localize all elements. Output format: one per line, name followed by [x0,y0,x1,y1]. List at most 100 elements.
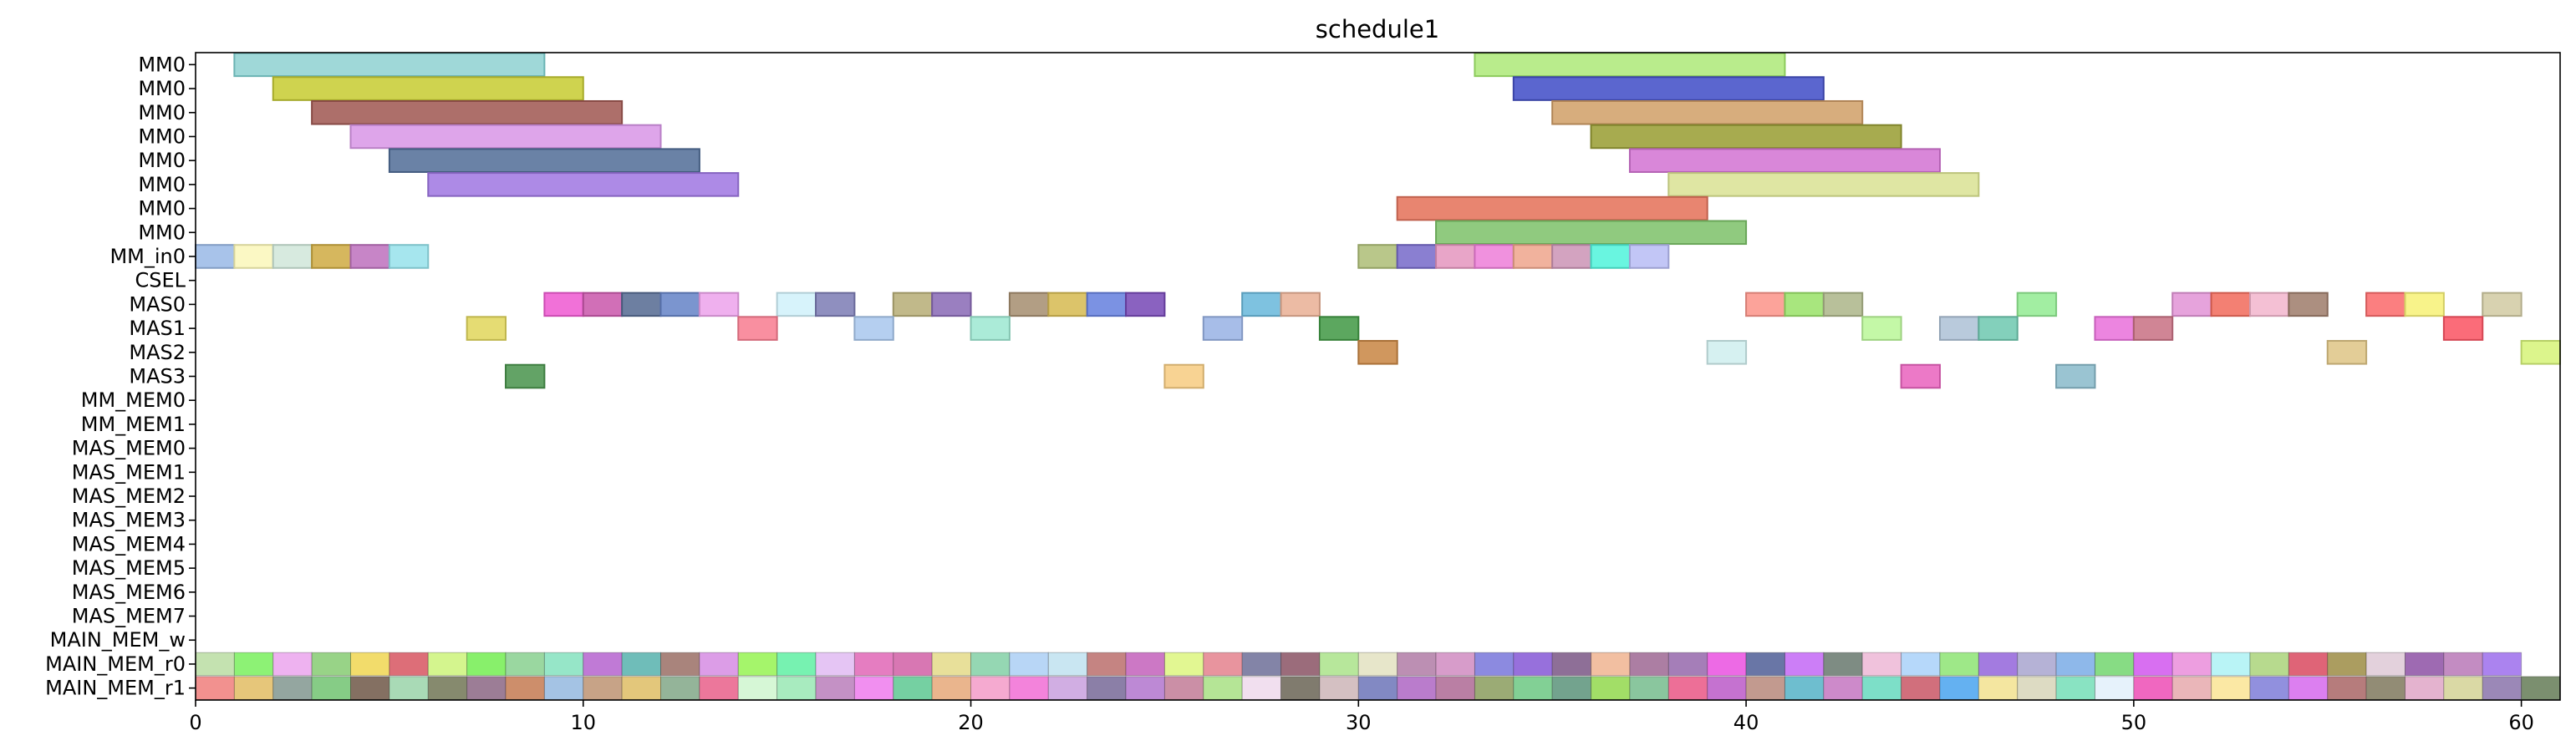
task-bar-mm-in0-27 [1628,244,1670,269]
y-tick-label-25: MAIN_MEM_r0 [45,652,186,676]
main-mem-r0-slot-10 [583,652,623,677]
task-bar-mm0-11 [1667,172,1980,197]
y-tick-label-14: MM_MEM0 [81,388,186,412]
task-bar-mas0-41 [1241,292,1282,317]
task-bar-mas1-60 [1861,316,1902,341]
main-mem-r1-slot-11 [621,676,662,700]
task-bar-mm-in0-15 [233,244,274,269]
task-bar-mm-in0-17 [311,244,352,269]
main-mem-r1-slot-12 [660,676,700,700]
x-tick-label-6: 60 [2508,711,2534,734]
x-tick-label-3: 30 [1346,711,1372,734]
plot-frame [195,52,2561,701]
main-mem-r0-slot-47 [2017,652,2057,677]
task-bar-mas1-65 [2442,316,2484,341]
task-bar-mas0-28 [543,292,584,317]
main-mem-r0-slot-19 [931,652,972,677]
main-mem-r0-slot-51 [2171,652,2212,677]
main-mem-r0-slot-9 [543,652,584,677]
task-bar-mas0-43 [1745,292,1786,317]
y-tick-label-4: MM0 [138,149,186,172]
main-mem-r1-slot-35 [1551,676,1592,700]
task-bar-mas0-33 [776,292,817,317]
y-tick-label-24: MAIN_MEM_w [50,628,186,652]
main-mem-r1-slot-6 [427,676,468,700]
main-mem-r1-slot-18 [893,676,933,700]
main-mem-r0-slot-21 [1009,652,1049,677]
task-bar-mm0-7 [1590,124,1902,150]
task-bar-mm-in0-24 [1512,244,1554,269]
main-mem-r1-slot-38 [1667,676,1708,700]
main-mem-r0-slot-59 [2482,652,2523,677]
main-mem-r0-slot-1 [233,652,274,677]
task-bar-mas0-51 [2365,292,2406,317]
y-tick-label-8: MM_in0 [109,245,186,268]
main-mem-r0-slot-57 [2404,652,2445,677]
main-mem-r0-slot-6 [427,652,468,677]
main-mem-r1-slot-13 [699,676,739,700]
main-mem-r1-slot-31 [1397,676,1437,700]
task-bar-mas1-61 [1938,316,1980,341]
main-mem-r0-slot-40 [1745,652,1785,677]
main-mem-r0-slot-17 [853,652,894,677]
main-mem-r0-slot-27 [1241,652,1282,677]
y-tick-label-22: MAS_MEM6 [72,581,186,604]
task-bar-mas0-52 [2404,292,2445,317]
task-bar-mm0-12 [1396,195,1708,221]
main-mem-r1-slot-10 [583,676,623,700]
task-bar-mas0-37 [1008,292,1050,317]
y-tick-label-2: MM0 [138,101,186,124]
main-mem-r0-slot-39 [1707,652,1747,677]
y-tick-label-26: MAIN_MEM_r1 [45,677,186,700]
task-bar-mas0-32 [698,292,740,317]
x-tick-label-4: 40 [1733,711,1759,734]
task-bar-mm-in0-21 [1396,244,1438,269]
main-mem-r0-slot-7 [466,652,507,677]
main-mem-r0-slot-16 [815,652,855,677]
y-tick-label-20: MAS_MEM4 [72,532,186,556]
y-tick-label-10: MAS0 [129,292,186,316]
main-mem-r1-slot-47 [2017,676,2057,700]
y-tick-label-23: MAS_MEM7 [72,605,186,628]
x-tick-label-0: 0 [189,711,201,734]
main-mem-r1-slot-57 [2404,676,2445,700]
main-mem-r1-slot-34 [1513,676,1553,700]
x-tick-label-5: 50 [2121,711,2147,734]
task-bar-mm0-2 [272,76,584,101]
main-mem-r1-slot-23 [1087,676,1127,700]
task-bar-mas1-62 [1978,316,2019,341]
task-bar-mas2-69 [2520,340,2562,365]
main-mem-r1-slot-28 [1280,676,1321,700]
main-mem-r0-slot-24 [1125,652,1165,677]
main-mem-r1-slot-59 [2482,676,2523,700]
main-mem-r0-slot-13 [699,652,739,677]
main-mem-r1-slot-24 [1125,676,1165,700]
main-mem-r0-slot-49 [2094,652,2135,677]
task-bar-mas1-58 [1202,316,1244,341]
main-mem-r1-slot-25 [1163,676,1204,700]
main-mem-r0-slot-43 [1861,652,1902,677]
y-tick-label-9: CSEL [135,269,186,292]
main-mem-r0-slot-50 [2133,652,2173,677]
task-bar-mas0-34 [815,292,856,317]
main-mem-r1-slot-3 [311,676,352,700]
main-mem-r1-slot-27 [1241,676,1282,700]
main-mem-r1-slot-2 [272,676,313,700]
main-mem-r0-slot-58 [2443,652,2483,677]
task-bar-mas2-67 [1706,340,1748,365]
main-mem-r1-slot-22 [1047,676,1088,700]
chart-title: schedule1 [1316,15,1439,43]
y-tick-label-17: MAS_MEM1 [72,460,186,484]
main-mem-r1-slot-5 [389,676,429,700]
main-mem-r0-slot-36 [1591,652,1631,677]
main-mem-r1-slot-40 [1745,676,1785,700]
main-mem-r1-slot-48 [2055,676,2095,700]
task-bar-mm-in0-19 [388,244,430,269]
task-bar-mas0-47 [2171,292,2212,317]
task-bar-mas0-46 [2016,292,2058,317]
main-mem-r0-slot-29 [1319,652,1359,677]
task-bar-mm0-9 [1628,148,1941,173]
main-mem-r1-slot-9 [543,676,584,700]
